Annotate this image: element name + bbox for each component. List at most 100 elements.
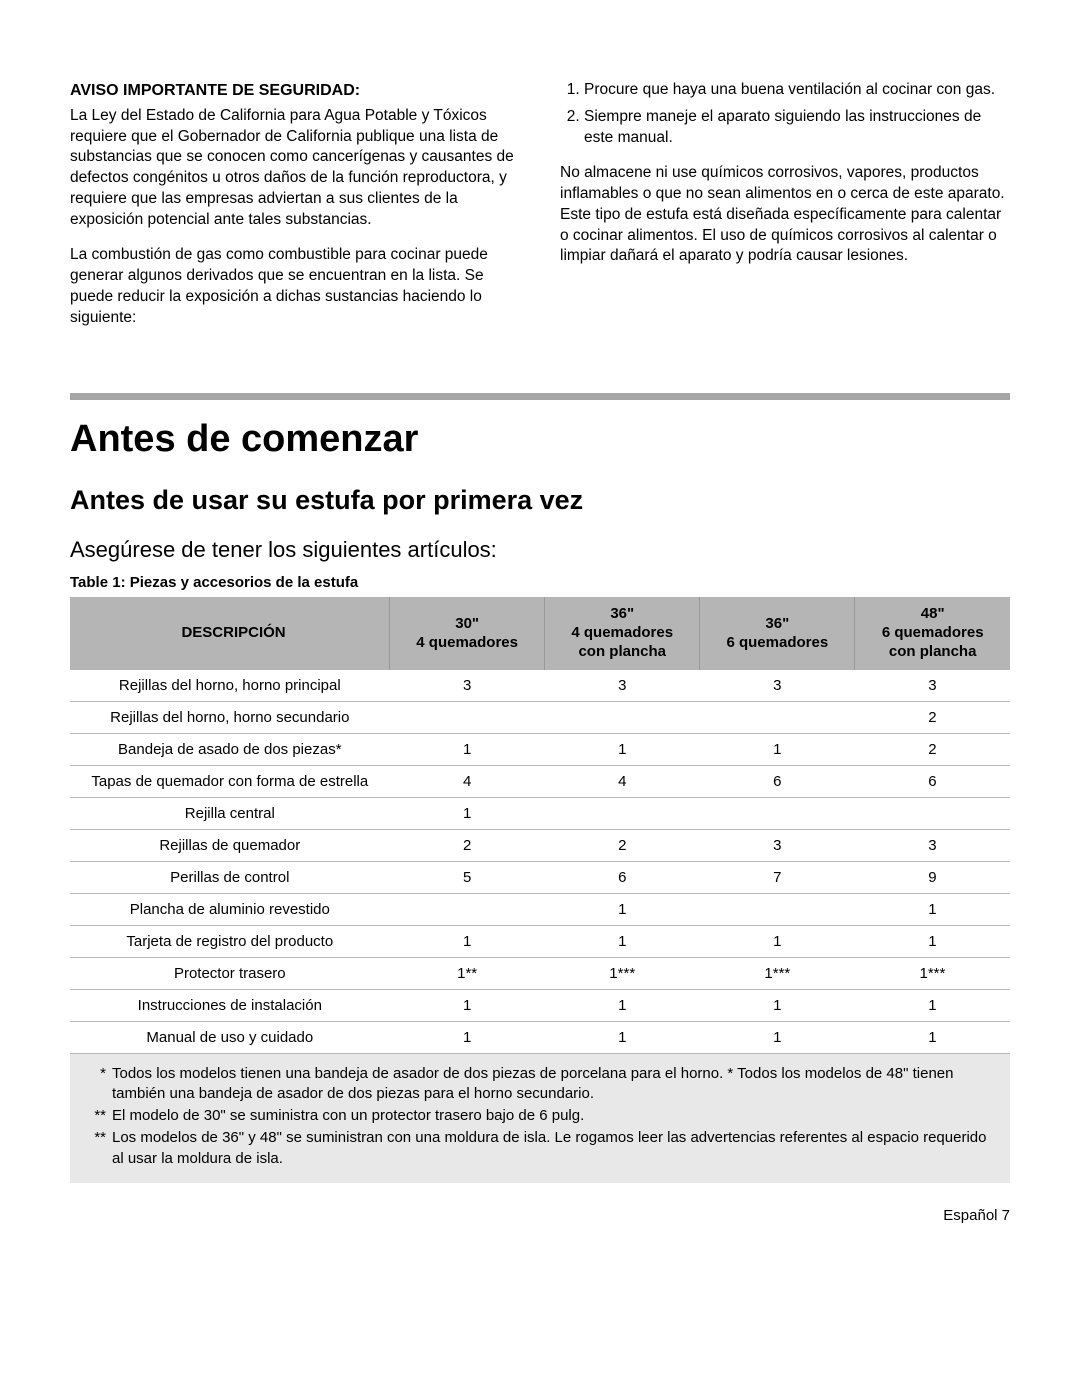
cell-value: 1 (700, 925, 855, 957)
cell-value: 6 (545, 861, 700, 893)
table-row: Rejillas del horno, horno secundario 2 (70, 701, 1010, 733)
cell-value: 3 (390, 670, 545, 702)
th-48-line1: 48" (921, 605, 945, 622)
cell-value: 3 (855, 829, 1010, 861)
safety-list: Procure que haya una buena ventilación a… (560, 80, 1010, 149)
cell-value (545, 701, 700, 733)
cell-description: Perillas de control (70, 861, 390, 893)
table-row: Rejilla central1 (70, 797, 1010, 829)
cell-value: 1 (700, 989, 855, 1021)
cell-value: 6 (855, 765, 1010, 797)
cell-description: Manual de uso y cuidado (70, 1021, 390, 1053)
cell-value: 9 (855, 861, 1010, 893)
cell-value: 1*** (700, 957, 855, 989)
cell-value: 1 (700, 1021, 855, 1053)
cell-value (855, 797, 1010, 829)
cell-value: 1 (545, 893, 700, 925)
cell-value: 1 (390, 733, 545, 765)
cell-value: 1 (855, 893, 1010, 925)
cell-value: 1 (545, 733, 700, 765)
cell-description: Rejillas de quemador (70, 829, 390, 861)
footnote-text: Todos los modelos tienen una bandeja de … (112, 1064, 996, 1105)
cell-description: Rejillas del horno, horno secundario (70, 701, 390, 733)
safety-li1: Procure que haya una buena ventilación a… (584, 80, 1010, 101)
th-30-line2: 4 quemadores (416, 634, 518, 651)
cell-description: Tarjeta de registro del producto (70, 925, 390, 957)
cell-value: 4 (545, 765, 700, 797)
th-48-line3: con plancha (889, 643, 977, 660)
th-description: DESCRIPCIÓN (70, 597, 390, 669)
cell-value: 1 (545, 925, 700, 957)
cell-value: 2 (390, 829, 545, 861)
cell-value: 1 (855, 925, 1010, 957)
table-row: Bandeja de asado de dos piezas*1112 (70, 733, 1010, 765)
cell-value: 1** (390, 957, 545, 989)
cell-value: 2 (855, 733, 1010, 765)
th-30-line1: 30" (455, 615, 479, 632)
th-36-4-line3: con plancha (578, 643, 666, 660)
page-title: Antes de comenzar (70, 418, 1010, 461)
cell-description: Rejillas del horno, horno principal (70, 670, 390, 702)
right-column: Procure que haya una buena ventilación a… (560, 80, 1010, 343)
footnote-line: **Los modelos de 36" y 48" se suministra… (84, 1128, 996, 1169)
cell-value: 1*** (855, 957, 1010, 989)
cell-value: 1 (390, 797, 545, 829)
cell-value: 1 (390, 989, 545, 1021)
lead-text: Asegúrese de tener los siguientes artícu… (70, 536, 1010, 565)
th-36-4-line1: 36" (610, 605, 634, 622)
cell-value: 2 (855, 701, 1010, 733)
safety-columns: Aviso Importante De Seguridad: La Ley de… (70, 80, 1010, 343)
table-row: Plancha de aluminio revestido 1 1 (70, 893, 1010, 925)
safety-p3: No almacene ni use químicos corrosivos, … (560, 163, 1010, 268)
table-footnotes: *Todos los modelos tienen una bandeja de… (70, 1054, 1010, 1183)
th-36-4: 36" 4 quemadores con plancha (545, 597, 700, 669)
table-row: Protector trasero1**1***1***1*** (70, 957, 1010, 989)
cell-value: 3 (545, 670, 700, 702)
table-row: Instrucciones de instalación1111 (70, 989, 1010, 1021)
cell-value: 1 (855, 1021, 1010, 1053)
cell-value: 2 (545, 829, 700, 861)
safety-p2: La combustión de gas como combustible pa… (70, 245, 520, 329)
left-column: Aviso Importante De Seguridad: La Ley de… (70, 80, 520, 343)
safety-heading: Aviso Importante De Seguridad: (70, 80, 520, 102)
cell-description: Tapas de quemador con forma de estrella (70, 765, 390, 797)
cell-value: 3 (700, 829, 855, 861)
cell-description: Plancha de aluminio revestido (70, 893, 390, 925)
th-description-text: DESCRIPCIÓN (181, 624, 285, 641)
cell-value: 3 (700, 670, 855, 702)
cell-description: Bandeja de asado de dos piezas* (70, 733, 390, 765)
table-row: Rejillas de quemador2233 (70, 829, 1010, 861)
section-subtitle: Antes de usar su estufa por primera vez (70, 485, 1010, 516)
cell-value (700, 701, 855, 733)
cell-value: 7 (700, 861, 855, 893)
cell-value: 1*** (545, 957, 700, 989)
table-caption: Table 1: Piezas y accesorios de la estuf… (70, 574, 1010, 591)
cell-value: 1 (855, 989, 1010, 1021)
cell-value: 6 (700, 765, 855, 797)
table-row: Perillas de control5679 (70, 861, 1010, 893)
th-36-6: 36" 6 quemadores (700, 597, 855, 669)
th-48: 48" 6 quemadores con plancha (855, 597, 1010, 669)
cell-value (545, 797, 700, 829)
cell-value: 1 (545, 1021, 700, 1053)
cell-description: Rejilla central (70, 797, 390, 829)
cell-value (390, 893, 545, 925)
footnote-line: *Todos los modelos tienen una bandeja de… (84, 1064, 996, 1105)
cell-description: Instrucciones de instalación (70, 989, 390, 1021)
table-body: Rejillas del horno, horno principal3333R… (70, 670, 1010, 1054)
th-36-6-line2: 6 quemadores (726, 634, 828, 651)
safety-li2: Siempre maneje el aparato siguiendo las … (584, 107, 1010, 149)
footnote-mark: ** (84, 1106, 112, 1126)
page-footer: Español 7 (70, 1207, 1010, 1224)
parts-table: DESCRIPCIÓN 30" 4 quemadores 36" 4 quema… (70, 597, 1010, 1053)
cell-value: 1 (545, 989, 700, 1021)
table-header-row: DESCRIPCIÓN 30" 4 quemadores 36" 4 quema… (70, 597, 1010, 669)
table-row: Rejillas del horno, horno principal3333 (70, 670, 1010, 702)
cell-value: 3 (855, 670, 1010, 702)
th-36-6-line1: 36" (765, 615, 789, 632)
cell-value: 1 (390, 1021, 545, 1053)
footnote-mark: * (84, 1064, 112, 1105)
th-36-4-line2: 4 quemadores (571, 624, 673, 641)
table-row: Tapas de quemador con forma de estrella 4… (70, 765, 1010, 797)
cell-value (390, 701, 545, 733)
